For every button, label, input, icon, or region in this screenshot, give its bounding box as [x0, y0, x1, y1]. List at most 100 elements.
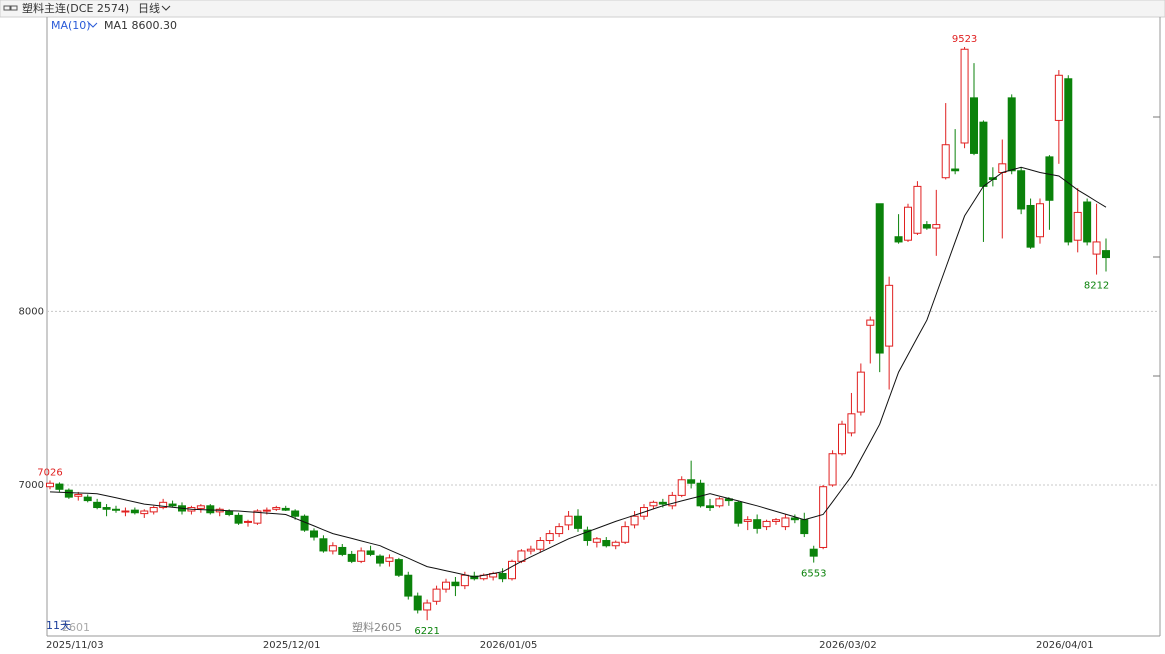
- candle-body: [130, 509, 139, 514]
- candle-body: [979, 121, 988, 187]
- candle-body: [706, 505, 714, 509]
- candle-body: [102, 507, 111, 510]
- candle-body: [347, 553, 356, 562]
- candle-body: [696, 482, 705, 507]
- candle-body: [319, 538, 328, 552]
- candle-body: [658, 501, 667, 505]
- candle-body: [621, 526, 630, 543]
- ma-line: [49, 166, 1107, 578]
- candle-body: [328, 545, 337, 552]
- candle-body: [800, 519, 809, 535]
- candle-body: [922, 224, 931, 229]
- candle-body: [338, 546, 347, 555]
- candle-body: [413, 595, 422, 611]
- extreme-label: 8212: [1084, 281, 1109, 292]
- candle-body: [1036, 203, 1044, 238]
- candle-body: [93, 501, 102, 509]
- extreme-label: 7026: [37, 467, 62, 478]
- candle-body: [894, 236, 903, 243]
- candle-body: [781, 517, 790, 528]
- candle-body: [1092, 241, 1101, 255]
- candle-body: [762, 520, 771, 528]
- candle-body: [574, 515, 582, 529]
- candle-body: [630, 515, 639, 526]
- candle-body: [272, 507, 281, 510]
- contract-label: 2601: [62, 621, 90, 634]
- candle-body: [1007, 97, 1016, 172]
- candle-body: [281, 507, 290, 511]
- candle-body: [790, 517, 799, 521]
- candle-body: [875, 203, 884, 354]
- candle-body: [677, 479, 686, 496]
- x-tick-label: 2025/11/03: [46, 640, 104, 651]
- instrument-title[interactable]: 塑料主连(DCE 2574): [22, 1, 129, 15]
- candle-body: [1083, 201, 1092, 243]
- candle-body: [1073, 211, 1082, 241]
- dropdown-arrow: [88, 22, 98, 28]
- candle-body: [262, 509, 271, 512]
- candle-body: [1054, 74, 1063, 121]
- ma-legend: MA1 8600.30: [104, 19, 177, 32]
- candle-body: [498, 573, 507, 580]
- candle-body: [592, 538, 601, 543]
- candle-body: [904, 206, 912, 241]
- candle-body: [743, 519, 752, 522]
- candle-body: [244, 520, 252, 523]
- extreme-label: 6221: [414, 626, 439, 637]
- candle-body: [753, 519, 762, 529]
- candle-body: [291, 510, 300, 517]
- candle-body: [602, 540, 611, 547]
- candle-body: [970, 97, 978, 154]
- y-tick-label: 7000: [19, 480, 44, 491]
- link-icon: [10, 5, 18, 11]
- x-tick-label: 2025/12/01: [263, 640, 321, 651]
- candle-body: [168, 503, 177, 507]
- candle-body: [206, 505, 215, 514]
- candle-body: [64, 489, 73, 498]
- candle-body: [536, 540, 545, 550]
- candle-body: [611, 541, 620, 547]
- candle-body: [310, 530, 318, 538]
- candle-body: [856, 371, 865, 413]
- candle-body: [121, 510, 130, 513]
- candle-body: [149, 507, 158, 513]
- candle-body: [998, 163, 1007, 173]
- span-label: 11天: [46, 619, 71, 632]
- period-selector[interactable]: 日线: [138, 1, 160, 15]
- candle-body: [196, 505, 205, 509]
- candle-body: [508, 560, 516, 580]
- x-tick-label: 2026/04/01: [1036, 640, 1094, 651]
- candle-body: [951, 168, 960, 172]
- candle-body: [376, 555, 384, 564]
- candle-body: [960, 48, 969, 144]
- candle-body: [866, 319, 875, 326]
- candle-body: [140, 510, 149, 515]
- candle-body: [1045, 156, 1054, 201]
- candle-body: [819, 486, 828, 548]
- link-icon[interactable]: [3, 5, 11, 11]
- candle-body: [668, 494, 677, 507]
- candle-body: [442, 581, 450, 590]
- watermark: 塑料2605: [352, 620, 402, 634]
- candle-body: [1026, 204, 1035, 248]
- candle-body: [555, 526, 564, 535]
- x-tick-label: 2026/03/02: [819, 640, 877, 651]
- extreme-label: 9523: [952, 34, 977, 45]
- candle-body: [112, 508, 120, 511]
- candle-body: [932, 224, 941, 229]
- extreme-label: 6553: [801, 569, 826, 580]
- y-tick-label: 8000: [19, 306, 44, 317]
- candle-body: [715, 498, 724, 507]
- indicator-selector[interactable]: MA(10): [51, 19, 91, 32]
- candle-body: [1102, 250, 1110, 259]
- dropdown-arrow: [161, 5, 171, 11]
- candle-body: [913, 185, 922, 234]
- candle-body: [838, 423, 846, 455]
- candle-body: [385, 557, 394, 562]
- x-tick-label: 2026/01/05: [480, 640, 538, 651]
- candle-body: [225, 510, 234, 515]
- candle-body: [649, 501, 658, 507]
- candle-body: [545, 533, 554, 542]
